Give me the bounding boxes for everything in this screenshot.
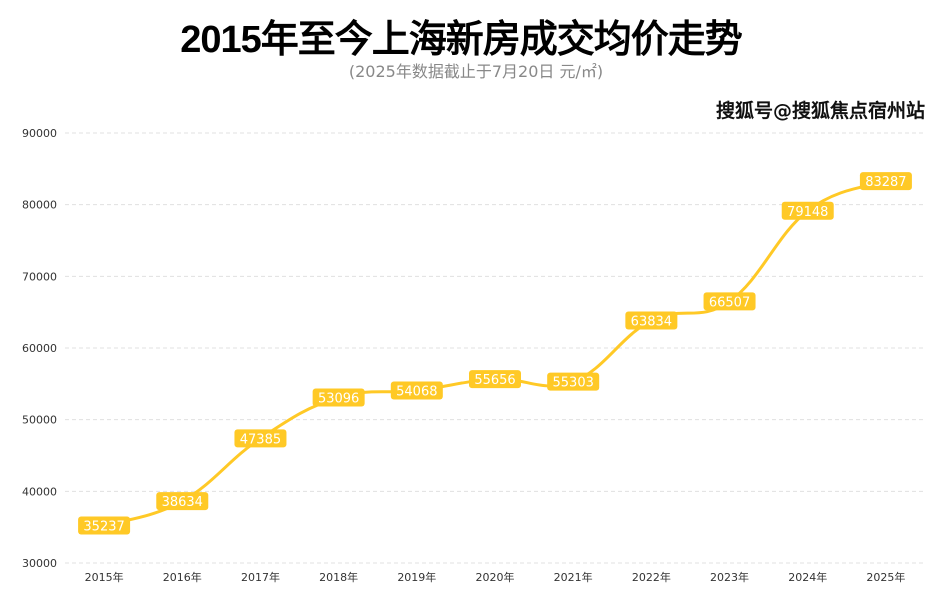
data-label: 55303	[553, 376, 594, 391]
data-label: 79148	[787, 205, 828, 220]
y-tick-label: 70000	[22, 270, 57, 283]
data-label-box	[469, 370, 521, 389]
data-label: 53096	[318, 391, 359, 406]
data-label: 54068	[396, 385, 437, 400]
data-label: 83287	[865, 175, 906, 190]
x-tick-label: 2015年	[85, 570, 124, 584]
data-label-box	[703, 292, 756, 311]
series-line	[103, 179, 887, 527]
data-label-box	[390, 381, 443, 400]
x-tick-label: 2025年	[866, 570, 905, 584]
data-label: 55656	[474, 373, 515, 388]
y-tick-label: 90000	[22, 127, 57, 140]
x-tick-label: 2016年	[163, 570, 202, 584]
x-tick-label: 2021年	[554, 570, 593, 584]
x-tick-label: 2022年	[632, 570, 671, 584]
data-label-box	[78, 516, 131, 535]
x-tick-label: 2017年	[241, 570, 280, 584]
y-tick-label: 50000	[22, 414, 57, 427]
x-tick-label: 2020年	[476, 570, 515, 584]
data-label: 47385	[240, 432, 281, 447]
chart-title: 2015年至今上海新房成交均价走势	[180, 19, 743, 61]
data-label-box	[781, 201, 834, 220]
data-label: 35237	[83, 519, 124, 534]
x-tick-label: 2018年	[319, 570, 358, 584]
y-tick-label: 40000	[22, 485, 57, 498]
x-tick-label: 2019年	[397, 570, 436, 584]
data-label: 38634	[162, 495, 203, 510]
data-label-box	[312, 388, 365, 407]
y-tick-label: 30000	[22, 557, 57, 570]
x-tick-label: 2024年	[788, 570, 827, 584]
data-label: 63834	[631, 315, 672, 330]
y-tick-label: 80000	[22, 199, 57, 212]
data-label-box	[625, 311, 678, 330]
data-label-box	[859, 172, 912, 191]
data-label-box	[547, 372, 600, 391]
data-label-box	[156, 492, 209, 511]
data-label: 66507	[709, 295, 750, 310]
x-tick-label: 2023年	[710, 570, 749, 584]
chart-subtitle: (2025年数据截止于7月20日 元/㎡)	[348, 62, 604, 81]
data-label-box	[234, 429, 287, 448]
y-tick-label: 60000	[22, 342, 57, 355]
watermark: 搜狐号@搜狐焦点宿州站	[715, 100, 925, 122]
